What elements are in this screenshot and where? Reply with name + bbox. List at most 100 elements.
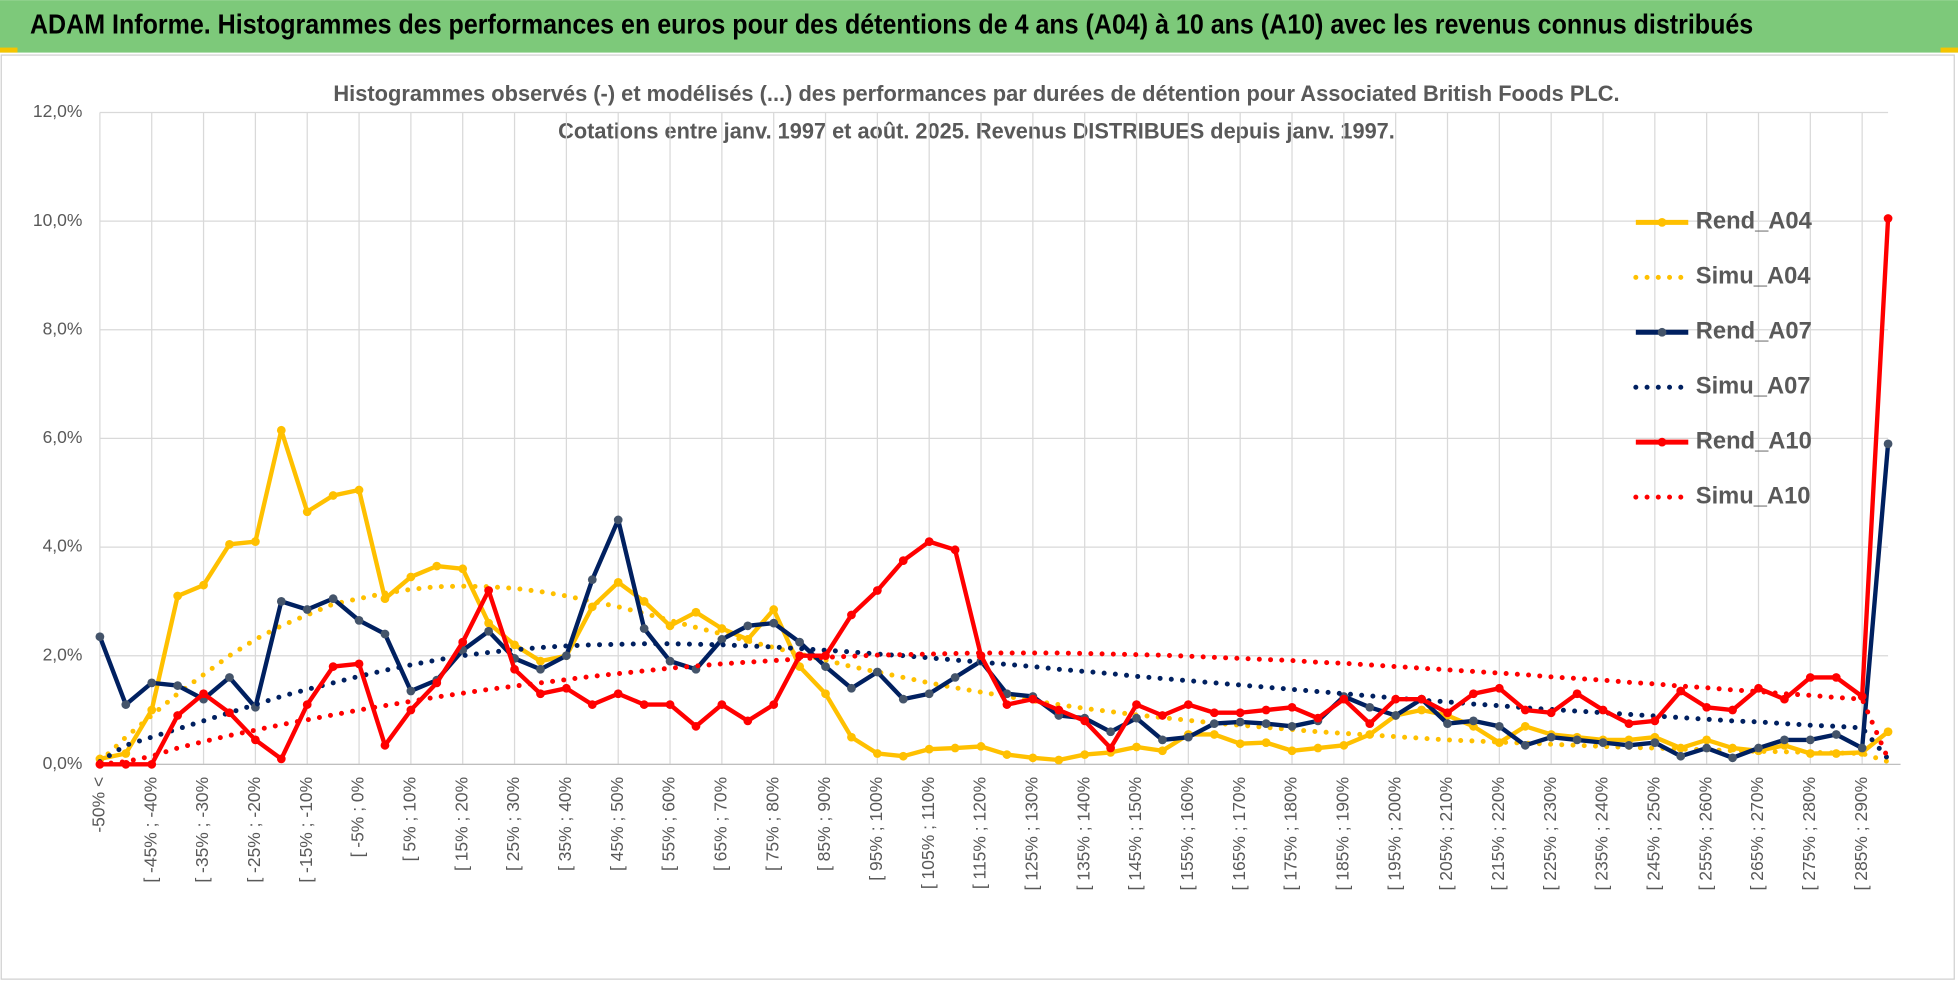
- point: [1702, 743, 1712, 753]
- point: [1676, 751, 1686, 761]
- point: [1158, 746, 1167, 756]
- point: [613, 689, 623, 699]
- point: [1702, 702, 1712, 712]
- point: [1676, 743, 1686, 753]
- point: [1313, 743, 1323, 753]
- point: [613, 578, 623, 587]
- point: [769, 605, 779, 614]
- point: [1339, 694, 1349, 704]
- legend-marker: [1657, 218, 1667, 227]
- point: [1080, 750, 1090, 759]
- point: [147, 759, 157, 769]
- x-tick-label: [ 35% ; 40%: [555, 777, 575, 871]
- point: [1572, 689, 1582, 699]
- point: [924, 689, 934, 699]
- point: [1391, 694, 1401, 704]
- point: [587, 700, 597, 709]
- point: [1676, 686, 1686, 696]
- point: [1365, 719, 1375, 728]
- point: [536, 689, 545, 699]
- x-tick-label: [ 175% ; 180%: [1281, 777, 1301, 891]
- point: [1598, 738, 1608, 747]
- point: [1158, 711, 1167, 720]
- x-tick-label: [ 145% ; 150%: [1125, 777, 1145, 891]
- legend-marker: [1657, 437, 1667, 447]
- point: [1002, 750, 1012, 759]
- point: [665, 656, 675, 666]
- point: [821, 662, 830, 671]
- point: [1365, 702, 1375, 712]
- point: [1728, 753, 1737, 763]
- x-tick-label: [ 275% ; 280%: [1799, 777, 1819, 891]
- point: [924, 744, 934, 754]
- point: [1702, 735, 1712, 745]
- point: [1132, 700, 1141, 709]
- point: [1857, 743, 1867, 753]
- point: [950, 545, 960, 555]
- x-tick-label: -50% <: [89, 777, 109, 833]
- point: [847, 732, 856, 742]
- point: [1106, 727, 1115, 737]
- point: [458, 564, 468, 574]
- point: [1546, 732, 1556, 742]
- x-tick-label: [ 85% ; 90%: [814, 777, 834, 871]
- point: [1780, 735, 1789, 745]
- point: [1235, 739, 1245, 749]
- point: [1494, 738, 1504, 747]
- point: [276, 597, 286, 606]
- x-tick-label: [ 5% ; 10%: [400, 777, 420, 861]
- point: [1054, 705, 1064, 715]
- point: [847, 683, 856, 693]
- point: [406, 572, 416, 582]
- x-tick-label: [ 95% ; 100%: [866, 777, 886, 881]
- point: [1857, 692, 1867, 701]
- point: [1624, 740, 1634, 750]
- x-tick-label: [ 25% ; 30%: [503, 777, 523, 871]
- point: [1209, 730, 1219, 739]
- series-line: [99, 428, 1890, 763]
- x-tick-label: [ 265% ; 270%: [1747, 777, 1767, 891]
- point: [1572, 735, 1582, 745]
- point: [1520, 705, 1530, 715]
- point: [1183, 700, 1193, 709]
- point: [717, 635, 727, 644]
- point: [1339, 740, 1349, 750]
- point: [1494, 721, 1504, 731]
- point: [1054, 755, 1064, 765]
- point: [1443, 719, 1452, 728]
- series-line: [99, 218, 1891, 767]
- x-tick-label: [ -5% ; 0%: [348, 777, 368, 858]
- corner: [1940, 47, 1958, 53]
- legend-marker: [1657, 327, 1667, 337]
- point: [691, 721, 701, 731]
- point: [1209, 719, 1219, 728]
- point: [147, 705, 157, 715]
- point: [1883, 214, 1893, 223]
- point: [639, 700, 649, 709]
- legend-label: Simu_A04: [1696, 264, 1811, 290]
- y-tick-label: 10,0%: [33, 210, 83, 230]
- point: [950, 743, 960, 753]
- y-tick-label: 2,0%: [43, 644, 83, 664]
- point: [847, 610, 856, 620]
- point: [147, 678, 157, 688]
- point: [173, 591, 183, 601]
- x-tick-label: [ 225% ; 230%: [1540, 777, 1560, 891]
- point: [406, 705, 416, 715]
- point: [562, 683, 571, 693]
- series-line: [97, 650, 1891, 767]
- x-tick-label: [ 255% ; 260%: [1695, 777, 1715, 891]
- point: [536, 664, 545, 674]
- y-tick-label: 6,0%: [43, 427, 83, 447]
- point: [380, 594, 390, 604]
- header-title: ADAM Informe. Histogrammes des performan…: [30, 9, 1753, 40]
- series-line: [97, 641, 1891, 765]
- point: [950, 673, 960, 682]
- point: [199, 689, 208, 699]
- series-line: [97, 583, 1891, 765]
- point: [1261, 719, 1271, 728]
- y-tick-label: 12,0%: [33, 101, 83, 121]
- x-tick-label: [ 205% ; 210%: [1436, 777, 1456, 891]
- point: [717, 624, 727, 633]
- point: [432, 561, 442, 571]
